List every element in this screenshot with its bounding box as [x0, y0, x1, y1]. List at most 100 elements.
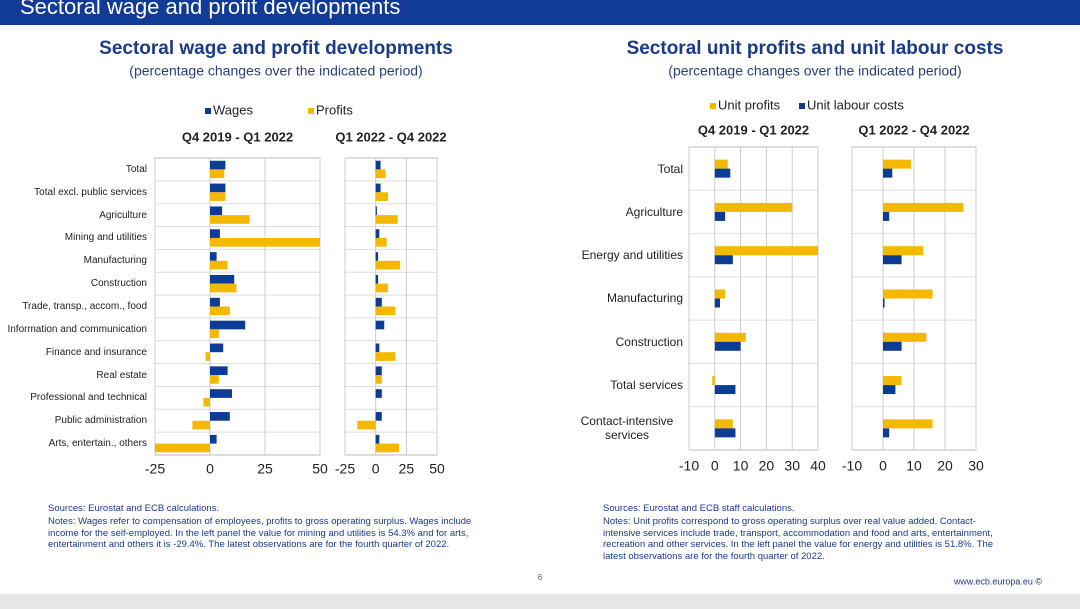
bar — [210, 183, 226, 193]
bar — [714, 289, 726, 299]
bar — [375, 443, 399, 453]
period-label: Q1 2022 - Q4 2022 — [335, 129, 446, 144]
bar — [210, 283, 237, 293]
category-label: Mining and utilities — [0, 227, 147, 250]
bar — [714, 168, 731, 178]
category-label: Energy and utilities — [571, 234, 683, 277]
category-text: Finance and insurance — [45, 346, 147, 358]
x-tick-label: 20 — [759, 458, 775, 474]
category-label: Professional and technical — [0, 386, 147, 409]
bar — [375, 352, 396, 361]
bar — [714, 419, 733, 429]
x-tick-label: 25 — [257, 461, 273, 477]
bar — [375, 274, 379, 284]
bar — [883, 159, 911, 169]
bar — [205, 352, 210, 361]
bar — [883, 385, 896, 395]
x-tick-label: 50 — [312, 461, 328, 477]
bar — [714, 332, 746, 342]
bar — [712, 376, 715, 386]
bar — [883, 376, 902, 386]
category-text: Total — [657, 161, 683, 176]
legend-label: Profits — [316, 102, 353, 117]
bar — [714, 246, 818, 256]
category-label: Information and communication — [0, 318, 147, 341]
bar — [375, 320, 385, 330]
bar — [375, 389, 382, 398]
bar — [375, 215, 398, 224]
legend-swatch — [799, 103, 805, 109]
bars — [883, 159, 964, 438]
bar — [375, 375, 382, 384]
bar — [375, 252, 379, 261]
bar — [883, 168, 893, 178]
bar — [714, 211, 726, 221]
legend-swatch — [710, 103, 716, 109]
category-label: Total — [0, 158, 147, 181]
bar — [883, 255, 902, 265]
category-label: Agriculture — [571, 190, 683, 233]
bar — [192, 420, 210, 430]
bars — [155, 160, 320, 453]
category-text: Construction — [90, 278, 147, 290]
bar — [714, 385, 736, 395]
bar — [375, 229, 380, 238]
footer-strip — [0, 594, 1080, 609]
bar — [883, 332, 927, 342]
bar — [210, 412, 230, 421]
bar — [375, 412, 382, 421]
url: www.ecb.europa.eu © — [953, 576, 1043, 586]
page-number: 6 — [538, 573, 543, 582]
sources: Sources: Eurostat and ECB staff calculat… — [603, 503, 795, 514]
category-text: Manufacturing — [606, 291, 683, 306]
category-label: Trade, transp., accom., food — [0, 295, 147, 318]
category-text: Construction — [615, 334, 683, 349]
bar — [883, 289, 933, 299]
bar — [375, 160, 381, 170]
bar — [883, 298, 885, 308]
sources: Sources: Eurostat and ECB calculations. — [48, 503, 220, 514]
category-label: Total — [571, 147, 683, 190]
category-text: Total services — [610, 378, 683, 393]
bar — [375, 343, 380, 353]
bar — [883, 341, 902, 351]
category-text: Energy and utilities — [581, 248, 683, 263]
bar — [210, 237, 320, 247]
notes: Notes: Unit profits correspond to gross … — [603, 516, 994, 562]
bar — [714, 202, 793, 212]
chart-subtitle: (percentage changes over the indicated p… — [668, 63, 961, 79]
bar — [210, 375, 219, 384]
bar — [210, 252, 217, 261]
category-text: Agriculture — [99, 209, 147, 221]
bar — [210, 297, 220, 307]
category-label: Real estate — [0, 364, 147, 387]
category-label: Construction — [0, 272, 147, 295]
chart-title: Sectoral wage and profit developments — [99, 38, 453, 59]
category-label: Public administration — [0, 409, 147, 432]
header-bar — [0, 0, 1080, 25]
bar — [210, 169, 225, 179]
bar — [155, 443, 210, 453]
x-tick-label: 0 — [372, 461, 380, 477]
bar — [210, 215, 250, 224]
x-tick-label: 0 — [711, 458, 719, 474]
category-label: Total services — [571, 363, 683, 406]
bar — [714, 255, 733, 265]
bar — [375, 192, 388, 201]
x-tick-label: 0 — [206, 461, 214, 477]
category-text: Agriculture — [625, 204, 683, 219]
bar — [883, 202, 964, 212]
x-tick-label: -10 — [842, 458, 862, 474]
bar — [210, 206, 223, 216]
bar — [375, 283, 388, 293]
bar — [883, 211, 890, 221]
category-text: Total — [125, 163, 147, 175]
x-tick-label: -25 — [335, 461, 355, 477]
bar — [210, 389, 232, 398]
x-tick-label: 0 — [879, 458, 887, 474]
category-label: Arts, entertain., others — [0, 432, 147, 455]
header-title: Sectoral wage and profit developments — [20, 0, 400, 19]
bar — [210, 343, 224, 353]
period-label: Q4 2019 - Q1 2022 — [698, 122, 809, 137]
